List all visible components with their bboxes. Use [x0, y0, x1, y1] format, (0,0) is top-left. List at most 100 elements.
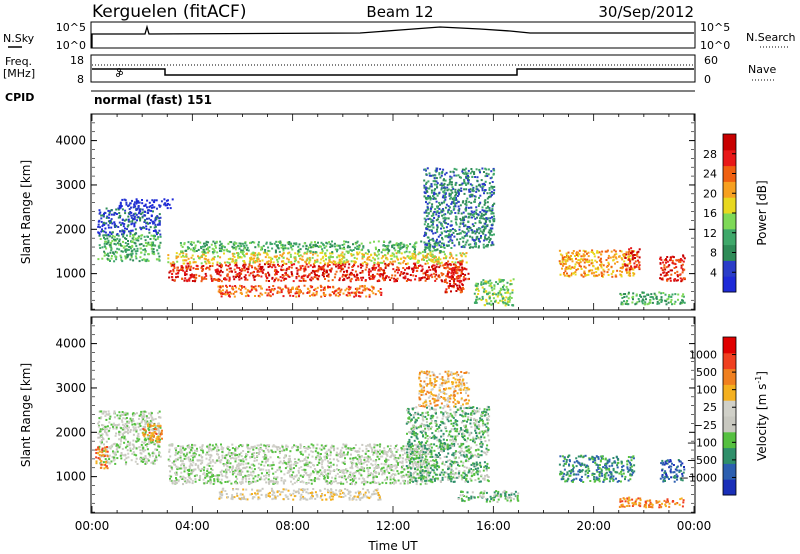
power-cell — [110, 226, 113, 229]
power-cell — [451, 228, 454, 230]
power-cell — [282, 246, 285, 248]
power-cell — [442, 209, 445, 212]
power-cell — [635, 293, 638, 296]
power-cell — [454, 183, 457, 186]
noise-right-tick-bottom: 10^0 — [700, 39, 730, 52]
power-cell — [427, 218, 430, 221]
power-cell — [350, 291, 353, 294]
power-cell — [465, 204, 468, 207]
velocity-cell — [427, 475, 430, 478]
power-cell — [309, 294, 311, 297]
power-cell — [439, 234, 442, 237]
power-cell — [346, 273, 349, 276]
power-cell — [149, 238, 152, 240]
power-cell — [205, 267, 207, 270]
power-cell — [127, 215, 130, 218]
velocity-cell — [219, 461, 222, 464]
power-cell — [458, 241, 461, 244]
velocity-cell — [350, 465, 353, 468]
power-cell — [489, 192, 492, 195]
power-cell — [442, 264, 445, 267]
power-cell — [361, 285, 364, 287]
power-cell — [321, 248, 324, 251]
power-cell — [338, 255, 341, 258]
power-cell — [584, 274, 587, 277]
power-cell — [641, 302, 644, 305]
power-cell — [357, 248, 360, 251]
power-cell — [170, 265, 173, 268]
velocity-cell — [217, 449, 220, 452]
velocity-cell — [246, 475, 248, 477]
power-cell — [109, 221, 112, 224]
velocity-cell — [247, 447, 250, 450]
power-cell — [485, 220, 487, 223]
power-cell — [157, 252, 160, 255]
power-cell — [444, 267, 447, 270]
power-cell — [426, 269, 429, 272]
power-cell — [196, 240, 199, 243]
power-cell — [499, 278, 502, 281]
power-cell — [495, 281, 498, 284]
power-cell — [445, 288, 448, 291]
velocity-cell — [251, 480, 254, 483]
power-cell — [178, 253, 181, 256]
power-cell — [448, 194, 451, 197]
power-cell — [157, 231, 159, 234]
power-cell — [678, 260, 680, 263]
power-cell — [319, 251, 322, 254]
velocity-cell — [368, 474, 371, 477]
power-cell — [240, 249, 243, 252]
power-cell — [248, 261, 251, 264]
power-colorbar-swatch — [723, 244, 736, 261]
power-cell — [231, 260, 234, 263]
power-cell — [461, 260, 464, 263]
power-cell — [565, 252, 568, 255]
power-cell — [395, 252, 398, 255]
power-cell — [454, 212, 457, 214]
power-cell — [455, 218, 458, 221]
velocity-cell — [245, 462, 248, 465]
power-cell — [316, 258, 319, 261]
power-cell — [440, 231, 443, 234]
power-cell — [262, 251, 265, 254]
power-cell — [381, 269, 384, 272]
power-cell — [451, 239, 454, 242]
power-cell — [454, 204, 457, 207]
power-cell — [408, 256, 410, 259]
power-cell — [372, 265, 375, 268]
power-cell — [447, 240, 450, 243]
power-cell — [570, 254, 572, 257]
power-cell — [425, 201, 427, 204]
velocity-cell — [209, 479, 212, 482]
power-cell — [188, 247, 190, 250]
power-cell — [382, 272, 385, 275]
power-cell — [353, 295, 356, 298]
power-cell — [507, 300, 510, 303]
power-cell — [373, 253, 376, 256]
power-cell — [625, 301, 628, 304]
power-cell — [138, 243, 141, 246]
velocity-cell — [249, 456, 252, 459]
power-cell — [239, 245, 241, 248]
power-cell — [366, 253, 369, 255]
power-colorbar-swatch — [723, 260, 736, 277]
power-cell — [376, 272, 379, 275]
power-cell — [212, 240, 215, 243]
power-cell — [493, 220, 496, 222]
velocity-cell — [206, 464, 209, 467]
power-cell — [677, 258, 680, 261]
power-cell — [306, 257, 309, 260]
power-ytick-label: 4000 — [55, 134, 86, 148]
power-region-1 — [167, 251, 468, 265]
power-cell — [475, 185, 478, 188]
power-cell — [195, 273, 198, 276]
power-cell — [438, 207, 441, 210]
power-cell — [670, 298, 673, 301]
power-region-9 — [473, 278, 515, 307]
power-cell — [488, 187, 491, 189]
power-cell — [460, 254, 463, 257]
power-cell — [314, 251, 317, 253]
power-cell — [309, 246, 312, 249]
power-cell — [632, 274, 635, 277]
power-cell — [133, 216, 136, 219]
